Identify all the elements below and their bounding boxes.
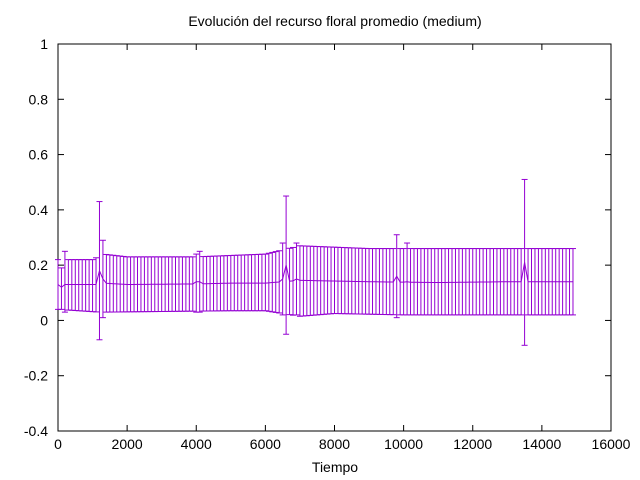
x-tick-label: 14000 (522, 436, 561, 452)
y-tick-label: 0 (40, 312, 48, 328)
error-bar (262, 253, 269, 312)
x-tick-label: 6000 (250, 436, 281, 452)
chart-title: Evolución del recurso floral promedio (m… (188, 13, 481, 29)
x-tick-label: 12000 (453, 436, 492, 452)
error-bar (265, 252, 272, 312)
y-tick-label: 0.8 (29, 91, 49, 107)
mean-line (57, 262, 573, 288)
x-tick-label: 10000 (384, 436, 423, 452)
y-tick-label: 1 (40, 36, 48, 52)
x-tick-label: 8000 (319, 436, 350, 452)
y-tick-label: -0.4 (24, 423, 48, 439)
x-axis: 0 2000 4000 6000 8000 10000 12000 14000 16000 (54, 44, 631, 452)
x-axis-label: Tiempo (312, 459, 358, 475)
error-bar (58, 267, 65, 310)
x-tick-label: 0 (54, 436, 62, 452)
x-tick-label: 16000 (592, 436, 631, 452)
error-bar (569, 248, 576, 316)
mean-line-group (57, 262, 573, 288)
error-bar (61, 250, 68, 313)
y-tick-label: 0.4 (29, 202, 49, 218)
plot-area (57, 43, 612, 432)
y-axis: -0.4 -0.2 0 0.2 0.4 0.6 0.8 1 (24, 36, 611, 439)
x-tick-label: 2000 (112, 436, 143, 452)
y-tick-label: -0.2 (24, 368, 48, 384)
y-tick-label: 0.6 (29, 147, 49, 163)
x-tick-label: 4000 (181, 436, 212, 452)
y-tick-label: 0.2 (29, 257, 49, 273)
